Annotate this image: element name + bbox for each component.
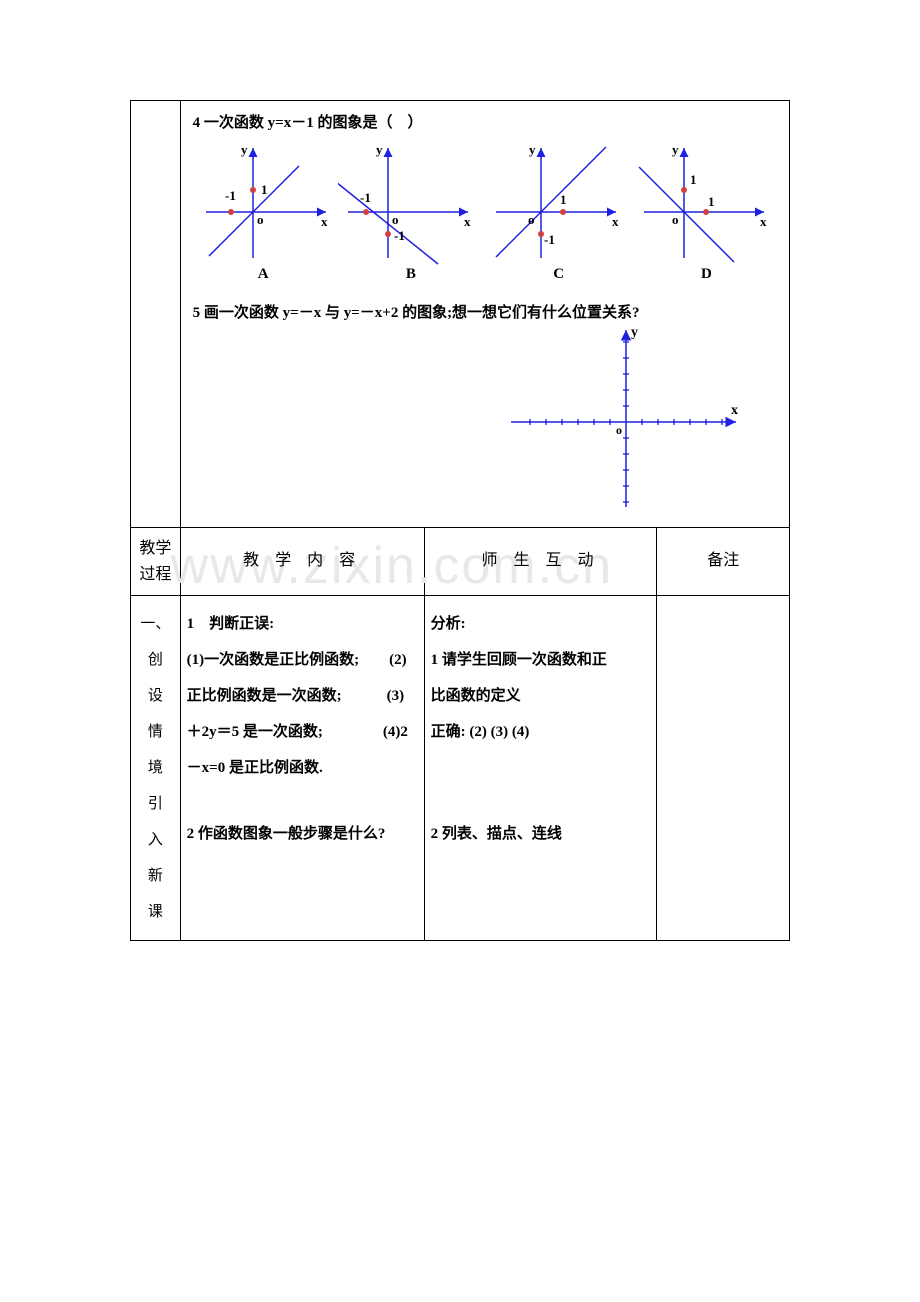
- i-line3: 比函数的定义: [431, 678, 651, 714]
- q4-label-a: A: [191, 266, 336, 283]
- header-col3-text: 师 生 互 动: [482, 552, 600, 569]
- i-line7: 2 列表、描点、连线: [431, 816, 651, 852]
- c-spacer: [187, 786, 418, 816]
- section1-notes: [657, 596, 790, 941]
- svg-text:y: y: [376, 142, 383, 157]
- q4-label-d: D: [634, 266, 779, 283]
- c-line5: －x=0 是正比例函数.: [187, 750, 418, 786]
- q4-graph-d: 1 1 o x y D: [634, 140, 779, 283]
- vlabel-2: 设: [131, 678, 180, 714]
- header-col4: 备注: [657, 528, 790, 596]
- vlabel-5: 引: [131, 786, 180, 822]
- svg-text:o: o: [672, 212, 679, 227]
- vlabel-7: 新: [131, 858, 180, 894]
- section1-interact: 分析: 1 请学生回顾一次函数和正 比函数的定义 正确: (2) (3) (4)…: [424, 596, 657, 941]
- svg-text:x: x: [321, 214, 328, 229]
- vlabel-4: 境: [131, 750, 180, 786]
- i-line4: 正确: (2) (3) (4): [431, 714, 651, 750]
- header-col2-text: 教 学 内 容: [243, 552, 361, 569]
- q4-graph-b: -1 -1 o x y B: [338, 140, 483, 283]
- c-line1: 1 判断正误:: [187, 606, 418, 642]
- c-line3: 正比例函数是一次函数; (3): [187, 678, 418, 714]
- vlabel-1: 创: [131, 642, 180, 678]
- q4-graphs-row: -1 1 o x y A: [189, 140, 781, 283]
- top-left-spacer: [131, 101, 181, 528]
- svg-text:-1: -1: [225, 188, 236, 203]
- vlabel-3: 情: [131, 714, 180, 750]
- svg-text:-1: -1: [360, 190, 371, 205]
- svg-text:1: 1: [560, 192, 567, 207]
- svg-text:x: x: [731, 403, 738, 418]
- header-col1-l2: 过程: [139, 566, 171, 583]
- vlabel-6: 入: [131, 822, 180, 858]
- svg-text:y: y: [529, 142, 536, 157]
- q4-graph-c: 1 -1 o x y C: [486, 140, 631, 283]
- q4-label-c: C: [486, 266, 631, 283]
- svg-text:o: o: [528, 212, 535, 227]
- svg-text:1: 1: [261, 182, 268, 197]
- i-spacer: [431, 750, 651, 816]
- svg-text:-1: -1: [544, 232, 555, 247]
- header-col1: 教学 过程: [131, 528, 181, 596]
- vlabel-0: 一、: [131, 606, 180, 642]
- header-col2: www.zixin.com.cn 教 学 内 容: [180, 528, 424, 596]
- svg-text:-1: -1: [394, 228, 405, 243]
- c-line7: 2 作函数图象一般步骤是什么?: [187, 816, 418, 852]
- svg-text:1: 1: [690, 172, 697, 187]
- q5-graph: x y o: [189, 322, 781, 517]
- svg-text:x: x: [612, 214, 619, 229]
- section1-content: 1 判断正误: (1)一次函数是正比例函数; (2) 正比例函数是一次函数; (…: [180, 596, 424, 941]
- q4-label-b: B: [338, 266, 483, 283]
- svg-text:y: y: [672, 142, 679, 157]
- svg-text:x: x: [760, 214, 767, 229]
- question-5-text: 5 画一次函数 y=－x 与 y=－x+2 的图象;想一想它们有什么位置关系?: [193, 301, 781, 322]
- i-line2: 1 请学生回顾一次函数和正: [431, 642, 651, 678]
- header-col1-l1: 教学: [139, 540, 171, 557]
- svg-text:o: o: [616, 423, 622, 437]
- svg-text:1: 1: [708, 194, 715, 209]
- section1-vertical-label: 一、 创 设 情 境 引 入 新 课: [131, 596, 181, 941]
- svg-text:o: o: [392, 212, 399, 227]
- q4-graph-a: -1 1 o x y A: [191, 140, 336, 283]
- c-line2: (1)一次函数是正比例函数; (2): [187, 642, 418, 678]
- svg-text:o: o: [257, 212, 264, 227]
- svg-text:y: y: [631, 325, 638, 340]
- header-col3: 师 生 互 动: [424, 528, 657, 596]
- header-col4-text: 备注: [707, 552, 739, 569]
- svg-text:y: y: [241, 142, 248, 157]
- svg-text:x: x: [464, 214, 471, 229]
- c-line4: ＋2y＝5 是一次函数; (4)2: [187, 714, 418, 750]
- vlabel-8: 课: [131, 894, 180, 930]
- question-4-text: 4 一次函数 y=x－1 的图象是（ ）: [193, 111, 781, 132]
- top-graphics-cell: 4 一次函数 y=x－1 的图象是（ ）: [180, 101, 789, 528]
- i-line1: 分析:: [431, 606, 651, 642]
